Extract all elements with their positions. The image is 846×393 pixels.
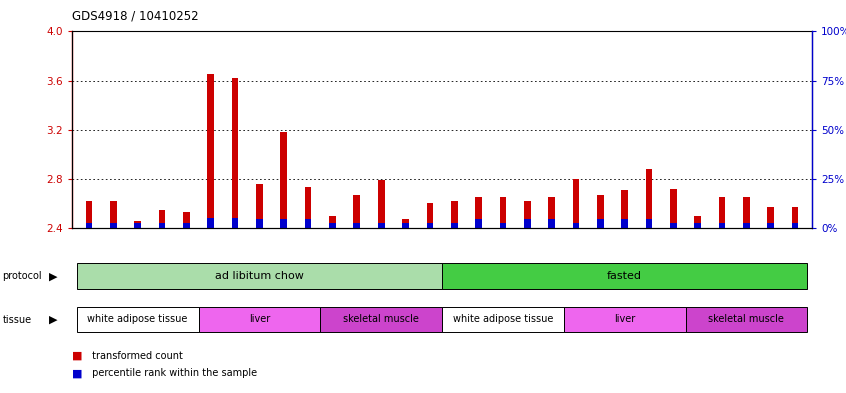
Bar [135,220,141,228]
Bar [597,219,604,228]
Bar [199,307,321,332]
Bar [85,223,92,228]
Bar [402,219,409,228]
Bar [597,195,604,228]
Bar [719,197,725,228]
Bar [256,184,263,228]
Bar [645,219,652,228]
Bar [77,263,442,289]
Bar [621,219,628,228]
Text: ■: ■ [72,368,82,378]
Text: white adipose tissue: white adipose tissue [87,314,188,324]
Text: GDS4918 / 10410252: GDS4918 / 10410252 [72,10,199,23]
Text: ■: ■ [72,351,82,361]
Bar [426,203,433,228]
Bar [475,197,482,228]
Bar [670,189,677,228]
Bar [85,201,92,228]
Bar [329,223,336,228]
Bar [451,223,458,228]
Bar [110,201,117,228]
Bar [426,223,433,228]
Bar [524,201,530,228]
Bar [573,223,580,228]
Bar [207,74,214,228]
Text: skeletal muscle: skeletal muscle [343,314,419,324]
Text: white adipose tissue: white adipose tissue [453,314,553,324]
Bar [670,223,677,228]
Text: liver: liver [249,314,270,324]
Bar [743,197,750,228]
Bar [280,219,287,228]
Bar [442,307,563,332]
Bar [305,187,311,228]
Bar [743,223,750,228]
Bar [183,223,190,228]
Text: ▶: ▶ [49,271,58,281]
Bar [77,307,199,332]
Bar [792,223,799,228]
Bar [695,223,701,228]
Bar [305,219,311,228]
Bar [719,223,725,228]
Bar [548,197,555,228]
Bar [183,212,190,228]
Bar [402,223,409,228]
Bar [685,307,807,332]
Text: ▶: ▶ [49,314,58,325]
Bar [232,218,239,228]
Bar [329,216,336,228]
Bar [378,180,385,228]
Bar [645,169,652,228]
Text: liver: liver [614,314,635,324]
Text: transformed count: transformed count [89,351,183,361]
Bar [499,197,506,228]
Bar [354,195,360,228]
Text: tissue: tissue [3,314,31,325]
Bar [621,190,628,228]
Text: ad libitum chow: ad libitum chow [215,271,304,281]
Bar [354,223,360,228]
Bar [767,223,774,228]
Bar [524,219,530,228]
Bar [695,216,701,228]
Bar [792,207,799,228]
Bar [232,78,239,228]
Bar [159,209,165,228]
Bar [256,219,263,228]
Bar [563,307,685,332]
Bar [159,223,165,228]
Text: protocol: protocol [3,271,42,281]
Bar [499,223,506,228]
Text: percentile rank within the sample: percentile rank within the sample [89,368,257,378]
Bar [110,223,117,228]
Bar [767,207,774,228]
Bar [442,263,807,289]
Bar [135,223,141,228]
Bar [451,201,458,228]
Bar [321,307,442,332]
Bar [207,218,214,228]
Bar [280,132,287,228]
Text: skeletal muscle: skeletal muscle [708,314,784,324]
Bar [475,219,482,228]
Bar [548,219,555,228]
Text: fasted: fasted [607,271,642,281]
Bar [378,223,385,228]
Bar [573,179,580,228]
